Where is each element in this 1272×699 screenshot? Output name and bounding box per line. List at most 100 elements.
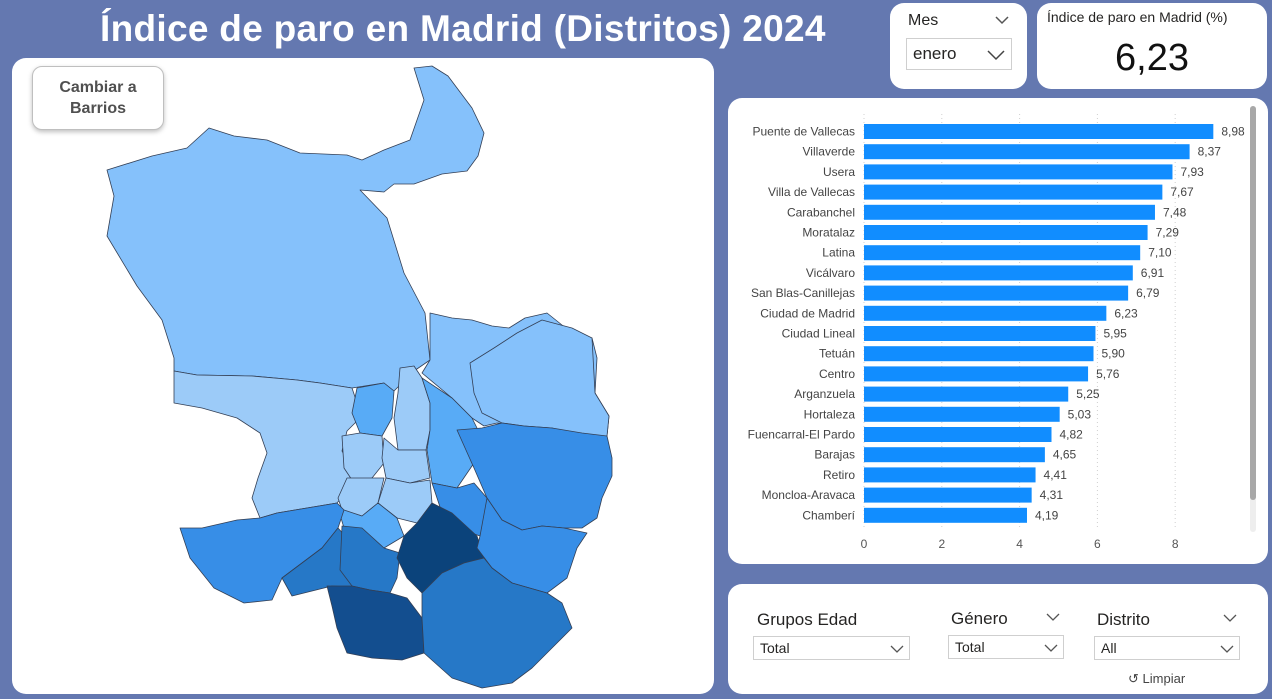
kpi-value: 6,23	[1115, 37, 1189, 79]
switch-to-barrios-label: Cambiar a Barrios	[59, 79, 137, 117]
bar[interactable]	[864, 265, 1133, 281]
mes-slicer-title: Mes	[908, 12, 939, 29]
barajas-district[interactable]	[469, 319, 610, 437]
x-tick-label: 4	[1016, 537, 1023, 551]
category-label: Villaverde	[803, 145, 856, 159]
bar[interactable]	[864, 507, 1027, 523]
grupos-edad-value: Total	[760, 640, 790, 656]
district-choropleth-map[interactable]	[12, 58, 714, 694]
moncloa-aravaca-district[interactable]	[173, 370, 361, 519]
data-label: 4,31	[1040, 488, 1064, 502]
filters-panel: Grupos Edad Total Género Total Distrito …	[728, 584, 1268, 694]
bar[interactable]	[864, 225, 1148, 240]
genero-collapse-chevron-icon[interactable]	[1046, 613, 1060, 622]
data-label: 7,93	[1180, 165, 1204, 179]
bar[interactable]	[864, 447, 1045, 463]
data-label: 4,19	[1035, 508, 1059, 522]
bar[interactable]	[864, 184, 1163, 200]
district-unemployment-bar-chart: Puente de Vallecas 8,98 Villaverde 8,37 User…	[748, 114, 1245, 551]
bar[interactable]	[864, 346, 1094, 362]
mes-dropdown[interactable]: enero	[906, 38, 1012, 70]
chart-scrollbar[interactable]	[1250, 106, 1256, 532]
category-label: Usera	[823, 165, 855, 179]
data-label: 6,91	[1141, 266, 1165, 280]
bar[interactable]	[864, 204, 1155, 220]
chevron-down-icon	[987, 50, 1005, 61]
category-label: Puente de Vallecas	[752, 125, 855, 139]
data-label: 8,98	[1221, 125, 1245, 139]
category-label: Carabanchel	[787, 205, 855, 219]
data-label: 4,65	[1053, 448, 1077, 462]
x-tick-label: 2	[938, 537, 945, 551]
bar[interactable]	[864, 285, 1129, 301]
bar-chart-panel: Puente de Vallecas 8,98 Villaverde 8,37 User…	[728, 98, 1268, 564]
bar[interactable]	[864, 245, 1141, 261]
tetuan-district[interactable]	[351, 382, 395, 437]
data-label: 7,48	[1163, 205, 1187, 219]
reset-icon: ↺	[1128, 671, 1139, 686]
distrito-title: Distrito	[1097, 610, 1150, 629]
category-label: Vicálvaro	[806, 266, 855, 280]
salamanca-district[interactable]	[381, 437, 431, 484]
chevron-down-icon	[1220, 645, 1234, 653]
category-label: Ciudad de Madrid	[760, 306, 855, 320]
data-label: 7,10	[1148, 246, 1172, 260]
distrito-collapse-chevron-icon[interactable]	[1223, 614, 1237, 623]
bar[interactable]	[864, 487, 1032, 503]
category-label: Arganzuela	[794, 387, 855, 401]
data-label: 6,23	[1114, 306, 1138, 320]
data-label: 5,76	[1096, 367, 1120, 381]
x-tick-label: 6	[1094, 537, 1101, 551]
genero-title: Género	[951, 609, 1008, 628]
data-label: 7,29	[1156, 226, 1180, 240]
data-label: 5,03	[1068, 407, 1092, 421]
map-panel: Cambiar a Barrios	[12, 58, 714, 694]
bar[interactable]	[864, 164, 1173, 180]
chamartin-district[interactable]	[393, 365, 431, 451]
x-tick-label: 8	[1172, 537, 1179, 551]
mes-collapse-chevron-icon[interactable]	[995, 15, 1009, 25]
bar[interactable]	[864, 124, 1214, 139]
page-title: Índice de paro en Madrid (Distritos) 202…	[100, 8, 826, 49]
data-label: 8,37	[1198, 145, 1222, 159]
kpi-label: Índice de paro en Madrid (%)	[1047, 9, 1228, 25]
switch-to-barrios-button[interactable]: Cambiar a Barrios	[32, 66, 164, 130]
distrito-value: All	[1101, 640, 1117, 656]
category-label: Moratalaz	[802, 226, 855, 240]
category-label: Villa de Vallecas	[768, 185, 855, 199]
category-label: Hortaleza	[804, 407, 856, 421]
bar[interactable]	[864, 144, 1190, 160]
category-label: Retiro	[823, 468, 855, 482]
bar[interactable]	[864, 467, 1036, 483]
distrito-dropdown[interactable]: All	[1094, 636, 1240, 660]
data-label: 6,79	[1136, 286, 1160, 300]
villa-de-vallecas-district[interactable]	[421, 557, 573, 689]
data-label: 5,90	[1102, 347, 1126, 361]
data-label: 4,41	[1044, 468, 1068, 482]
mes-slicer: Mes enero	[890, 3, 1027, 89]
mes-dropdown-value: enero	[913, 44, 957, 63]
villaverde-district[interactable]	[326, 585, 425, 661]
bar[interactable]	[864, 305, 1107, 321]
x-tick-label: 0	[861, 537, 868, 551]
bar[interactable]	[864, 386, 1069, 402]
genero-dropdown[interactable]: Total	[948, 635, 1064, 659]
bar[interactable]	[864, 326, 1096, 341]
chart-scrollbar-thumb[interactable]	[1250, 106, 1256, 500]
usera-district[interactable]	[339, 525, 401, 594]
category-label: Tetuán	[819, 347, 855, 361]
data-label: 5,25	[1076, 387, 1100, 401]
data-label: 7,67	[1170, 185, 1194, 199]
vicalvaro-district[interactable]	[476, 497, 588, 594]
clear-filters-button[interactable]: ↺ Limpiar	[1128, 671, 1185, 687]
bar[interactable]	[864, 366, 1089, 382]
genero-value: Total	[955, 639, 985, 655]
bar[interactable]	[864, 406, 1060, 422]
grupos-edad-dropdown[interactable]: Total	[753, 636, 910, 660]
grupos-edad-title: Grupos Edad	[757, 610, 858, 629]
data-label: 5,95	[1103, 327, 1127, 341]
category-label: Chamberí	[802, 508, 855, 522]
bar[interactable]	[864, 427, 1052, 442]
chamberi-district[interactable]	[341, 432, 385, 484]
chevron-down-icon	[1044, 644, 1058, 652]
